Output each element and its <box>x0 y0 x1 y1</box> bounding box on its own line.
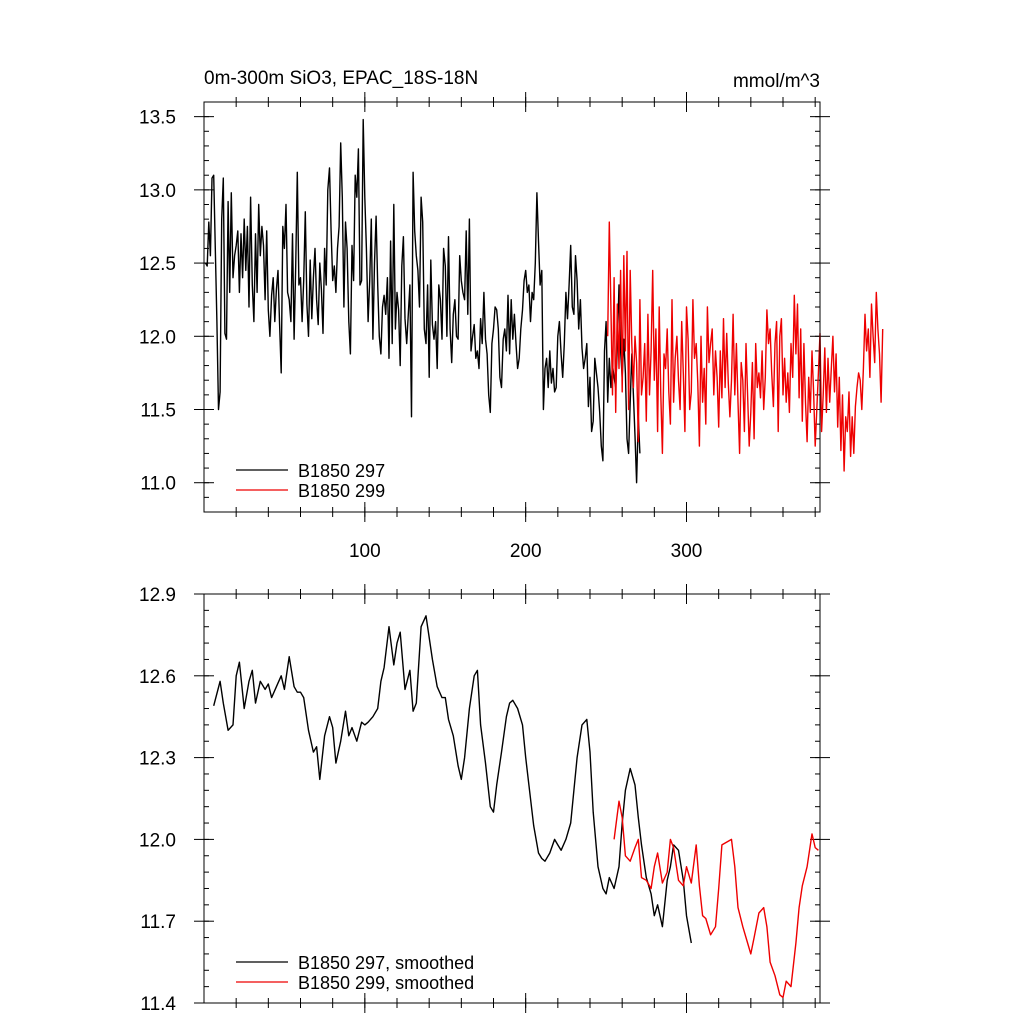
top-panel-lines <box>204 118 884 484</box>
y-tick-label: 12.0 <box>139 830 176 851</box>
panel-units: mmol/m^3 <box>733 71 820 92</box>
bottom-panel: 11.4 11.7 12.0 12.3 12.6 12.9 B1850 297, smoo… <box>139 584 830 1015</box>
y-tick-label: 12.0 <box>139 327 176 348</box>
legend-label-b1850-299-smoothed: B1850 299, smoothed <box>298 973 474 993</box>
x-tick-label: 200 <box>510 541 542 562</box>
y-tick-label: 13.5 <box>139 108 176 129</box>
bottom-panel-legend: B1850 297, smoothed B1850 299, smoothed <box>236 953 474 993</box>
y-tick-label: 12.9 <box>139 585 176 606</box>
series-line-b1850-297 <box>204 118 641 484</box>
bottom-panel-lines <box>213 615 819 999</box>
y-tick-label: 13.0 <box>139 181 176 202</box>
y-tick-label: 12.3 <box>139 749 176 770</box>
bottom-panel-ticks: 11.4 11.7 12.0 12.3 12.6 12.9 <box>139 584 830 1015</box>
y-tick-label: 11.7 <box>140 912 176 933</box>
y-tick-label: 11.5 <box>140 401 176 422</box>
x-tick-label: 300 <box>671 541 703 562</box>
legend-label-b1850-297-smoothed: B1850 297, smoothed <box>298 953 474 973</box>
top-panel-legend: B1850 297 B1850 299 <box>236 461 385 501</box>
legend-label-b1850-297: B1850 297 <box>298 461 385 481</box>
y-tick-label: 12.6 <box>139 667 176 688</box>
top-panel-frame <box>203 101 821 513</box>
series-line-b1850-299 <box>607 221 884 472</box>
series-line-b1850-299-smoothed <box>613 800 819 999</box>
y-tick-label: 11.4 <box>140 994 176 1015</box>
y-tick-label: 12.5 <box>139 254 176 275</box>
x-tick-label: 100 <box>349 541 381 562</box>
bottom-panel-frame <box>203 593 821 1004</box>
panel-title: 0m-300m SiO3, EPAC_18S-18N <box>204 68 478 89</box>
y-tick-label: 11.0 <box>140 474 176 495</box>
top-panel-ticks: 11.0 11.5 12.0 12.5 13.0 13.5 100 200 300 <box>139 92 830 562</box>
top-panel: 0m-300m SiO3, EPAC_18S-18N mmol/m^3 11.0… <box>139 68 884 562</box>
legend-label-b1850-299: B1850 299 <box>298 481 385 501</box>
series-line-b1850-297-smoothed <box>213 615 692 944</box>
